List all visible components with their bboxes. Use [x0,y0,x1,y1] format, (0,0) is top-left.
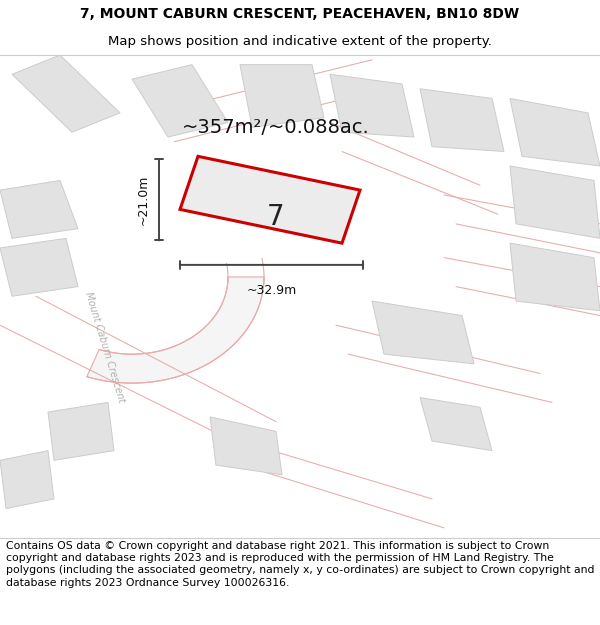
Polygon shape [87,277,264,383]
Text: ~21.0m: ~21.0m [137,174,150,225]
Polygon shape [12,55,120,132]
Polygon shape [0,238,78,296]
Text: ~32.9m: ~32.9m [247,284,296,298]
Polygon shape [420,89,504,151]
Polygon shape [180,156,360,243]
Polygon shape [330,74,414,137]
Polygon shape [510,166,600,238]
Polygon shape [510,98,600,166]
Polygon shape [372,301,474,364]
Text: 7: 7 [267,202,285,231]
Text: ~357m²/~0.088ac.: ~357m²/~0.088ac. [182,118,370,137]
Polygon shape [132,64,228,137]
Text: 7, MOUNT CABURN CRESCENT, PEACEHAVEN, BN10 8DW: 7, MOUNT CABURN CRESCENT, PEACEHAVEN, BN… [80,7,520,21]
Polygon shape [210,417,282,475]
Polygon shape [0,181,78,238]
Polygon shape [510,243,600,311]
Polygon shape [48,402,114,460]
Polygon shape [0,451,54,509]
Text: Map shows position and indicative extent of the property.: Map shows position and indicative extent… [108,35,492,48]
Text: Mount Caburn Crescent: Mount Caburn Crescent [83,291,127,404]
Polygon shape [420,398,492,451]
Polygon shape [240,64,324,128]
Text: Contains OS data © Crown copyright and database right 2021. This information is : Contains OS data © Crown copyright and d… [6,541,595,588]
